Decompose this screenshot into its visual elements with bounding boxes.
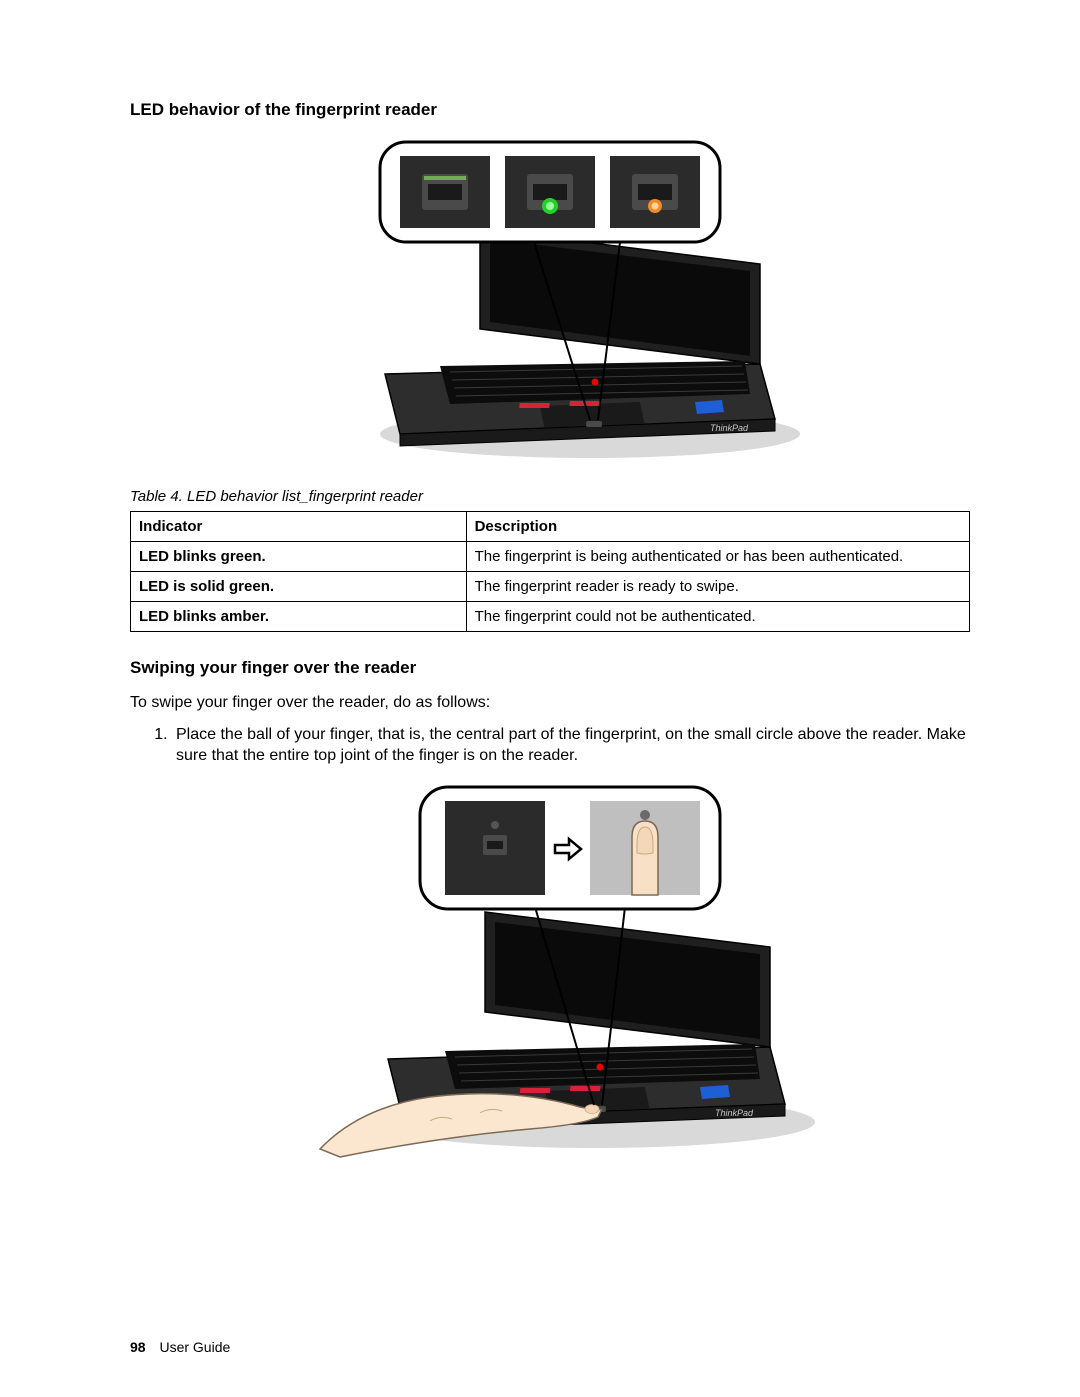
table-row: LED blinks green. The fingerprint is bei…: [131, 542, 970, 572]
thinkpad-logo: ThinkPad: [710, 423, 749, 433]
page-footer: 98 User Guide: [130, 1339, 230, 1355]
th-indicator: Indicator: [131, 512, 467, 542]
footer-title: User Guide: [159, 1339, 230, 1355]
swipe-steps-list: Place the ball of your finger, that is, …: [130, 724, 970, 767]
step-1: Place the ball of your finger, that is, …: [172, 724, 970, 767]
thinkpad-logo-2: ThinkPad: [715, 1108, 754, 1118]
cell-indicator: LED blinks amber.: [131, 602, 467, 632]
cell-indicator: LED blinks green.: [131, 542, 467, 572]
table-row: LED blinks amber. The fingerprint could …: [131, 602, 970, 632]
swipe-callout-box: [420, 787, 720, 909]
laptop-illustration: ThinkPad: [380, 229, 800, 458]
figure1-svg: ThinkPad: [290, 134, 810, 464]
swipe-intro: To swipe your finger over the reader, do…: [130, 692, 970, 714]
led-behavior-table: Indicator Description LED blinks green. …: [130, 511, 970, 632]
page-number: 98: [130, 1339, 146, 1355]
cell-description: The fingerprint reader is ready to swipe…: [466, 572, 969, 602]
heading-swipe: Swiping your finger over the reader: [130, 658, 970, 678]
table-header-row: Indicator Description: [131, 512, 970, 542]
figure-swipe: ThinkPad: [130, 777, 970, 1167]
cell-indicator: LED is solid green.: [131, 572, 467, 602]
table-row: LED is solid green. The fingerprint read…: [131, 572, 970, 602]
table-caption: Table 4. LED behavior list_fingerprint r…: [130, 488, 970, 505]
figure2-svg: ThinkPad: [280, 777, 820, 1167]
led-callout-box: [380, 142, 720, 242]
cell-description: The fingerprint could not be authenticat…: [466, 602, 969, 632]
th-description: Description: [466, 512, 969, 542]
cell-description: The fingerprint is being authenticated o…: [466, 542, 969, 572]
document-page: LED behavior of the fingerprint reader: [0, 0, 1080, 1397]
heading-led-behavior: LED behavior of the fingerprint reader: [130, 100, 970, 120]
figure-led-states: ThinkPad: [130, 134, 970, 464]
